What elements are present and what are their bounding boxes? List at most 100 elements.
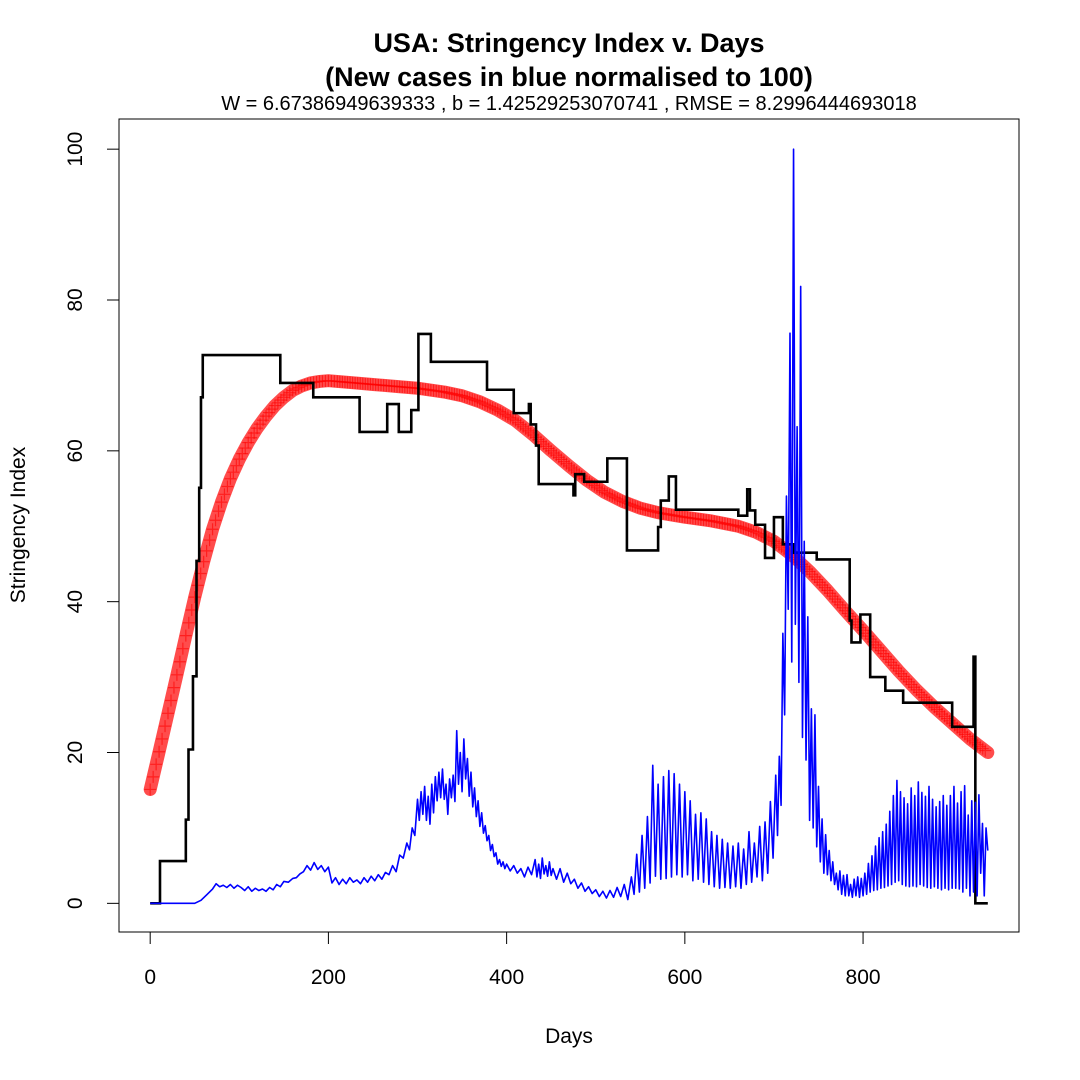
fit-marker xyxy=(834,598,847,611)
fit-marker xyxy=(224,472,237,485)
x-tick-label: 0 xyxy=(144,966,156,989)
fit-marker xyxy=(489,402,502,415)
fit-marker xyxy=(811,573,824,586)
fit-marker xyxy=(456,389,469,402)
fit-marker xyxy=(215,496,228,509)
fit-marker xyxy=(836,601,849,614)
y-axis: 0 20 40 60 80 100 xyxy=(64,132,120,909)
fit-marker xyxy=(289,382,302,395)
fit-marker xyxy=(913,686,926,699)
fit-marker xyxy=(918,691,931,704)
fit-marker xyxy=(806,568,819,581)
fit-marker xyxy=(872,641,885,654)
fit-marker xyxy=(239,442,252,455)
x-tick-label: 600 xyxy=(667,966,702,989)
fit-marker xyxy=(869,638,882,651)
fit-marker xyxy=(236,447,249,460)
fit-marker xyxy=(209,514,222,527)
fit-marker xyxy=(732,520,745,533)
fit-marker xyxy=(596,484,609,497)
fit-marker xyxy=(857,624,870,637)
fit-marker xyxy=(496,407,509,420)
fit-marker xyxy=(227,466,240,479)
y-tick-label: 0 xyxy=(64,897,87,909)
fit-marker xyxy=(298,378,311,391)
fit-marker xyxy=(634,502,647,515)
fit-marker xyxy=(619,496,632,509)
fit-marker xyxy=(742,523,755,536)
fit-marker xyxy=(629,500,642,513)
fit-marker xyxy=(484,400,497,413)
fit-marker xyxy=(745,524,758,537)
fit-marker xyxy=(463,392,476,405)
fit-marker xyxy=(897,670,910,683)
fit-marker xyxy=(851,618,864,631)
fit-marker xyxy=(739,522,752,535)
fit-marker xyxy=(874,644,887,657)
fit-marker xyxy=(230,459,243,472)
fit-marker xyxy=(979,744,992,757)
fit-marker xyxy=(879,650,892,663)
fit-marker xyxy=(611,492,624,505)
fit-marker xyxy=(461,391,474,404)
fit-marker xyxy=(902,675,915,688)
fit-marker xyxy=(895,667,908,680)
y-tick-label: 40 xyxy=(64,590,87,613)
fit-marker xyxy=(494,405,507,418)
fit-marker xyxy=(877,647,890,660)
fit-marker xyxy=(248,426,261,439)
y-axis-title: Stringency Index xyxy=(7,446,30,603)
fit-marker xyxy=(206,523,219,536)
chart-title: USA: Stringency Index v. Days xyxy=(373,28,764,58)
fit-marker xyxy=(803,565,816,578)
stringency-series xyxy=(150,332,988,905)
fit-marker xyxy=(813,576,826,589)
fit-marker xyxy=(647,505,660,518)
fit-marker xyxy=(144,783,157,796)
x-tick-label: 200 xyxy=(311,966,346,989)
fit-marker xyxy=(613,494,626,507)
fit-marker xyxy=(147,770,160,783)
fit-marker xyxy=(631,501,644,514)
fit-marker xyxy=(271,396,284,409)
x-axis: 0 200 400 600 800 xyxy=(144,931,881,989)
cases-line xyxy=(150,148,989,905)
fit-marker xyxy=(598,486,611,499)
stringency-line xyxy=(150,332,988,905)
y-tick-label: 100 xyxy=(64,132,87,167)
fit-marker xyxy=(164,694,177,707)
fit-marker xyxy=(831,595,844,608)
fit-marker xyxy=(915,688,928,701)
fit-marker xyxy=(862,630,875,643)
cases-series xyxy=(150,148,989,905)
fit-marker xyxy=(173,655,186,668)
fit-marker xyxy=(245,431,258,444)
fit-marker xyxy=(976,742,989,755)
fit-marker xyxy=(203,534,216,547)
y-tick-label: 80 xyxy=(64,288,87,311)
fit-marker xyxy=(486,401,499,414)
fit-marker xyxy=(752,527,765,540)
x-tick-label: 800 xyxy=(846,966,881,989)
x-axis-title: Days xyxy=(545,1025,593,1048)
fit-marker xyxy=(478,398,491,411)
fit-marker xyxy=(150,758,163,771)
fit-marker xyxy=(170,668,183,681)
fit-marker xyxy=(162,707,175,720)
fit-marker xyxy=(905,678,918,691)
fit-marker xyxy=(200,544,213,557)
fit-marker xyxy=(601,487,614,500)
fit-series xyxy=(143,374,995,796)
fit-marker xyxy=(179,629,192,642)
fit-marker xyxy=(491,404,504,417)
fit-marker xyxy=(885,656,898,669)
fit-marker xyxy=(499,408,512,421)
fit-marker xyxy=(466,393,479,406)
fit-marker xyxy=(286,384,299,397)
fit-marker xyxy=(468,394,481,407)
fit-marker xyxy=(829,593,842,606)
fit-marker xyxy=(608,491,621,504)
y-tick-label: 20 xyxy=(64,741,87,764)
fit-marker xyxy=(233,453,246,466)
fit-marker xyxy=(504,411,517,424)
